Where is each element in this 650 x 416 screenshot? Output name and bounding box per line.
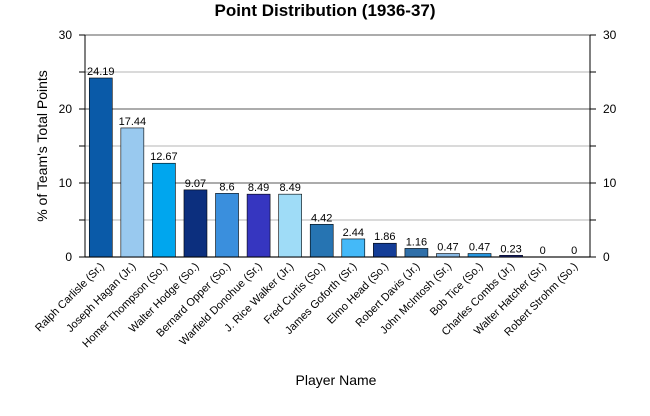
bar — [309, 223, 334, 258]
data-label: 0.23 — [500, 243, 521, 255]
y-tick-label-left: 10 — [59, 176, 73, 190]
bar — [278, 193, 302, 258]
data-label: 12.67 — [150, 151, 178, 163]
bar — [183, 189, 208, 258]
y-tick-label-right: 10 — [603, 176, 617, 190]
bar — [152, 162, 176, 258]
bar — [373, 242, 397, 258]
data-label: 8.49 — [279, 182, 300, 194]
data-label: 0.47 — [469, 242, 490, 254]
data-label: 8.6 — [219, 181, 234, 193]
y-tick-label-right: 0 — [603, 250, 610, 264]
bar — [404, 248, 429, 258]
bar — [120, 127, 145, 258]
y-tick-label-left: 0 — [65, 250, 72, 264]
bar — [88, 77, 113, 258]
bar — [436, 253, 460, 258]
data-label: 4.42 — [311, 212, 332, 224]
chart-title: Point Distribution (1936-37) — [214, 1, 435, 20]
data-label: 1.86 — [374, 231, 395, 243]
data-label: 0.47 — [437, 242, 458, 254]
bar — [341, 238, 366, 258]
data-label: 0 — [540, 245, 546, 257]
axes — [79, 34, 596, 258]
data-label: 0 — [571, 245, 577, 257]
bar — [246, 193, 271, 258]
y-tick-label-left: 30 — [59, 28, 73, 42]
y-tick-label-right: 20 — [603, 102, 617, 116]
data-label: 8.49 — [248, 182, 269, 194]
data-label: 17.44 — [119, 116, 147, 128]
data-label: 1.16 — [406, 236, 427, 248]
bars — [88, 77, 523, 258]
bar — [215, 193, 239, 258]
x-axis-title: Player Name — [296, 372, 377, 388]
data-label: 9.07 — [185, 178, 206, 190]
bar — [467, 253, 492, 258]
y-tick-label-right: 30 — [603, 28, 617, 42]
data-label: 24.19 — [87, 66, 115, 78]
y-tick-label-left: 20 — [59, 102, 73, 116]
data-label: 2.44 — [343, 227, 364, 239]
y-axis-title: % of Team's Total Points — [34, 70, 50, 222]
